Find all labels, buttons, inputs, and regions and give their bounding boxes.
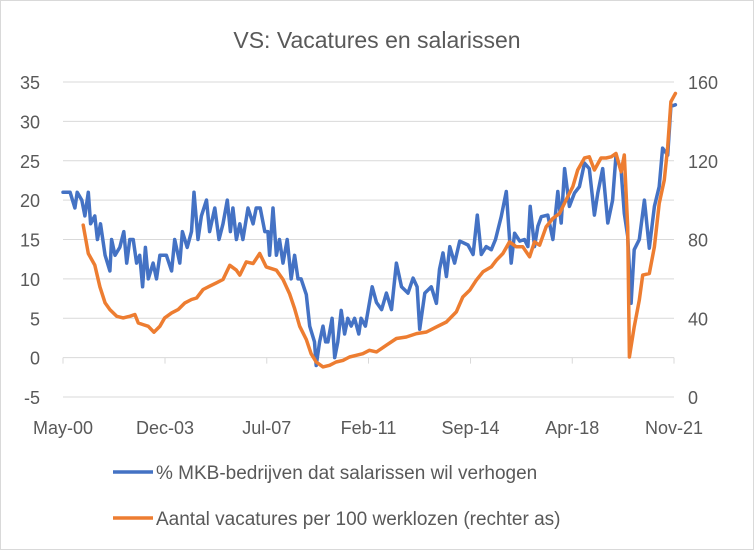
y-left-tick-label: 20: [20, 191, 40, 211]
y-right-tick-label: 120: [688, 152, 718, 172]
y-left-tick-label: -5: [24, 388, 40, 408]
x-tick-label: Feb-11: [341, 418, 397, 438]
legend: % MKB-bedrijven dat salarissen wil verho…: [113, 463, 560, 530]
y-left-tick-label: 10: [20, 270, 40, 290]
y-right-tick-label: 160: [688, 73, 718, 93]
y-left-tick-label: 35: [20, 73, 40, 93]
series-lines: [61, 91, 678, 369]
y-left-tick-label: 15: [20, 231, 40, 251]
y-right-tick-label: 40: [688, 309, 708, 329]
x-tick-label: Dec-03: [136, 418, 194, 438]
x-tick-label: Nov-21: [645, 418, 703, 438]
y-axis-left: -5 0 5 10 15 20 25 30 35: [20, 73, 40, 408]
y-left-tick-label: 5: [30, 309, 40, 329]
legend-label-mkb: % MKB-bedrijven dat salarissen wil verho…: [156, 463, 537, 484]
y-left-tick-label: 25: [20, 152, 40, 172]
x-tick-label: Sep-14: [441, 418, 499, 438]
x-axis: May-00 Dec-03 Jul-07 Feb-11 Sep-14 Apr-18 Nov-…: [33, 357, 703, 438]
legend-label-vacatures: Aantal vacatures per 100 werklozen (rech…: [156, 509, 560, 530]
series-line-mkb: [61, 103, 678, 368]
y-left-tick-label: 30: [20, 112, 40, 132]
series-line-vacatures: [81, 91, 678, 369]
y-left-tick-label: 0: [30, 349, 40, 369]
x-tick-label: May-00: [33, 418, 93, 438]
x-tick-label: Jul-07: [242, 418, 291, 438]
chart-title: VS: Vacatures en salarissen: [233, 27, 520, 53]
y-axis-right: 0 40 80 120 160: [688, 73, 718, 408]
y-right-tick-label: 0: [688, 388, 698, 408]
y-right-tick-label: 80: [688, 231, 708, 251]
x-tick-label: Apr-18: [545, 418, 599, 438]
